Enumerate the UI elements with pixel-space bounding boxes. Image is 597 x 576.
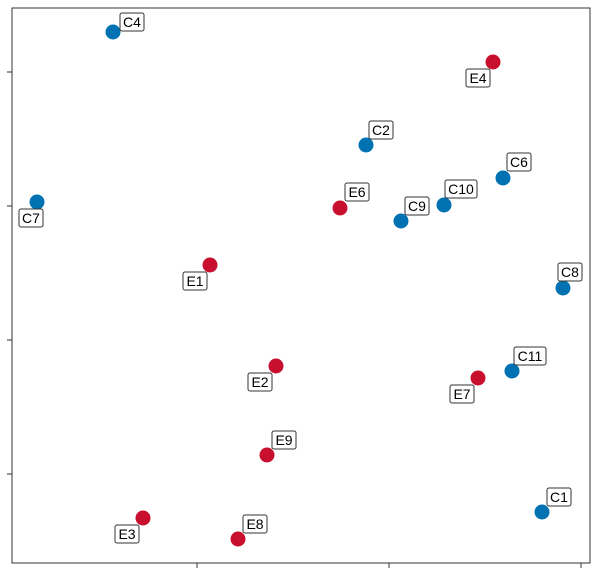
point-label-text: C1 bbox=[550, 489, 568, 505]
data-point-c10 bbox=[436, 197, 452, 213]
point-label-text: E2 bbox=[251, 374, 268, 390]
point-label-box bbox=[18, 208, 44, 228]
point-label-text: E9 bbox=[275, 432, 292, 448]
point-label-box bbox=[444, 179, 478, 199]
data-point-e6 bbox=[332, 200, 348, 216]
point-label-c9: C9 bbox=[404, 196, 430, 216]
point-label-text: C4 bbox=[123, 14, 141, 30]
data-point-c7 bbox=[29, 194, 45, 210]
data-point-c6 bbox=[495, 170, 511, 186]
point-label-box bbox=[368, 120, 394, 140]
point-label-box bbox=[271, 430, 297, 450]
point-label-c7: C7 bbox=[18, 208, 44, 228]
point-label-box bbox=[119, 12, 145, 32]
point-label-text: C6 bbox=[510, 154, 528, 170]
point-label-c2: C2 bbox=[368, 120, 394, 140]
point-label-box bbox=[114, 524, 140, 544]
data-point-c2 bbox=[358, 137, 374, 153]
point-label-text: C11 bbox=[518, 348, 543, 364]
point-label-text: E3 bbox=[118, 526, 135, 542]
point-label-e7: E7 bbox=[449, 384, 475, 404]
point-label-c4: C4 bbox=[119, 12, 145, 32]
point-label-box bbox=[404, 196, 430, 216]
data-point-c1 bbox=[534, 504, 550, 520]
data-point-e7 bbox=[470, 370, 486, 386]
point-label-text: E8 bbox=[246, 516, 263, 532]
point-label-text: C9 bbox=[408, 198, 426, 214]
data-point-e3 bbox=[135, 510, 151, 526]
data-point-c4 bbox=[105, 24, 121, 40]
labels-layer: C1 C2 C4 C6 C7 C8 C9 C10 C11 E1 E2 E3 E4 E6 E7 E8 E9 bbox=[18, 12, 583, 544]
data-point-c8 bbox=[555, 280, 571, 296]
point-label-text: C8 bbox=[561, 264, 579, 280]
point-label-box bbox=[247, 372, 273, 392]
point-label-text: E4 bbox=[469, 70, 486, 86]
point-label-box bbox=[449, 384, 475, 404]
point-label-box bbox=[546, 487, 572, 507]
point-label-text: E1 bbox=[186, 273, 203, 289]
data-point-e8 bbox=[230, 531, 246, 547]
point-label-e4: E4 bbox=[465, 68, 491, 88]
point-label-box bbox=[242, 514, 268, 534]
point-label-text: E6 bbox=[348, 184, 365, 200]
point-label-text: C10 bbox=[448, 181, 474, 197]
point-label-e9: E9 bbox=[271, 430, 297, 450]
point-label-box bbox=[465, 68, 491, 88]
point-label-c1: C1 bbox=[546, 487, 572, 507]
point-label-e6: E6 bbox=[344, 182, 370, 202]
data-point-e1 bbox=[202, 257, 218, 273]
point-label-box bbox=[506, 152, 532, 172]
point-label-box bbox=[344, 182, 370, 202]
data-point-c9 bbox=[393, 213, 409, 229]
point-label-box bbox=[557, 262, 583, 282]
point-label-e1: E1 bbox=[182, 271, 208, 291]
point-label-text: C7 bbox=[22, 210, 40, 226]
data-point-e2 bbox=[268, 358, 284, 374]
axis-ticks bbox=[7, 71, 582, 568]
point-label-c11: C11 bbox=[513, 346, 547, 366]
point-label-box bbox=[182, 271, 208, 291]
plot-panel bbox=[11, 7, 591, 564]
point-label-text: C2 bbox=[372, 122, 390, 138]
data-point-e4 bbox=[485, 54, 501, 70]
point-label-e8: E8 bbox=[242, 514, 268, 534]
point-label-e2: E2 bbox=[247, 372, 273, 392]
point-label-c10: C10 bbox=[444, 179, 478, 199]
point-label-c8: C8 bbox=[557, 262, 583, 282]
point-label-box bbox=[513, 346, 547, 366]
data-point-e9 bbox=[259, 447, 275, 463]
point-label-text: E7 bbox=[453, 386, 470, 402]
points-layer bbox=[29, 24, 571, 547]
point-label-c6: C6 bbox=[506, 152, 532, 172]
data-point-c11 bbox=[504, 363, 520, 379]
point-label-e3: E3 bbox=[114, 524, 140, 544]
